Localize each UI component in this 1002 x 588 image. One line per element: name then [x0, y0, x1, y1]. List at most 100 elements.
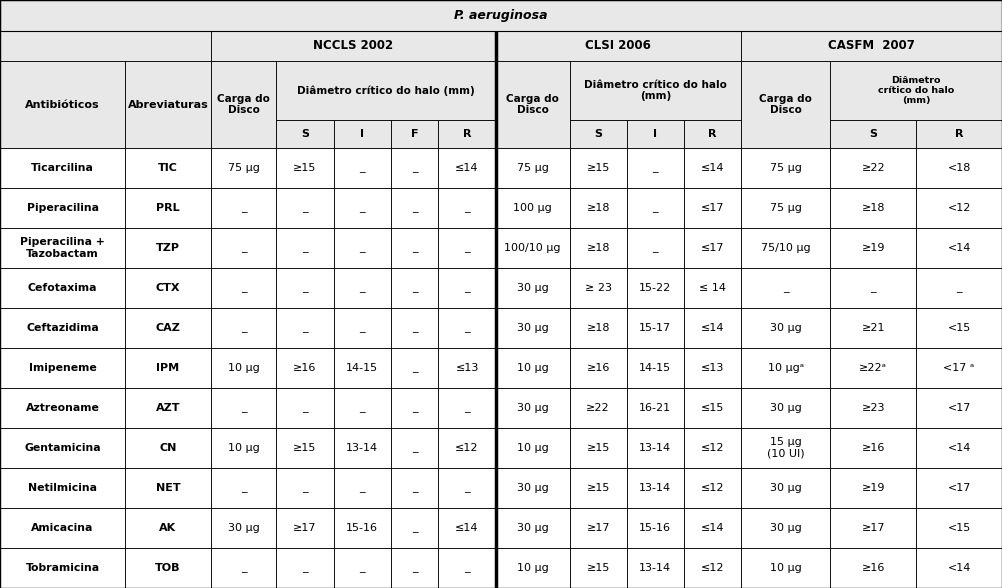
Bar — [831, 148, 916, 188]
Bar — [0, 428, 125, 468]
Bar — [391, 188, 439, 228]
Bar — [569, 148, 626, 188]
Bar — [831, 268, 916, 308]
Text: Amicacina: Amicacina — [31, 523, 94, 533]
Text: _: _ — [464, 283, 470, 293]
Bar — [569, 120, 626, 148]
Bar — [626, 120, 684, 148]
Bar — [125, 388, 210, 428]
Bar — [916, 188, 1002, 228]
Text: Gentamicina: Gentamicina — [24, 443, 101, 453]
Text: 30 μg: 30 μg — [517, 483, 548, 493]
Bar — [439, 508, 496, 548]
Text: 10 μg: 10 μg — [770, 563, 802, 573]
Bar — [626, 508, 684, 548]
Bar — [0, 0, 1002, 31]
Bar — [916, 548, 1002, 588]
Text: _: _ — [464, 323, 470, 333]
Bar — [125, 268, 210, 308]
Bar — [125, 428, 210, 468]
Bar — [496, 388, 569, 428]
Bar — [916, 308, 1002, 348]
Bar — [334, 120, 391, 148]
Text: ≥15: ≥15 — [586, 563, 610, 573]
Bar — [439, 228, 496, 268]
Bar — [439, 228, 496, 268]
Bar — [496, 188, 569, 228]
Text: <15: <15 — [948, 323, 971, 333]
Bar — [684, 268, 741, 308]
Text: _: _ — [360, 323, 365, 333]
Text: 75/10 μg: 75/10 μg — [761, 243, 811, 253]
Bar — [125, 228, 210, 268]
Text: ≥16: ≥16 — [294, 363, 317, 373]
Text: Ceftazidima: Ceftazidima — [26, 323, 99, 333]
Text: ≥22: ≥22 — [862, 163, 885, 173]
Text: 10 μg: 10 μg — [517, 563, 548, 573]
Text: _: _ — [412, 323, 418, 333]
Bar — [496, 228, 569, 268]
Bar — [439, 548, 496, 588]
Text: 14-15: 14-15 — [639, 363, 671, 373]
Bar — [916, 508, 1002, 548]
Text: I: I — [360, 129, 364, 139]
Bar — [277, 348, 334, 388]
Bar — [334, 468, 391, 508]
Bar — [496, 428, 569, 468]
Bar — [210, 508, 277, 548]
Bar — [916, 228, 1002, 268]
Bar — [496, 548, 569, 588]
Text: 10 μg: 10 μg — [227, 363, 260, 373]
Bar — [439, 308, 496, 348]
Bar — [391, 308, 439, 348]
Text: _: _ — [871, 283, 876, 293]
Bar — [916, 388, 1002, 428]
Text: ≤12: ≤12 — [700, 483, 724, 493]
Bar — [0, 31, 210, 61]
Bar — [496, 148, 569, 188]
Bar — [210, 308, 277, 348]
Bar — [210, 468, 277, 508]
Text: <17: <17 — [948, 483, 971, 493]
Bar — [125, 61, 210, 148]
Bar — [334, 120, 391, 148]
Bar — [831, 188, 916, 228]
Bar — [391, 268, 439, 308]
Bar — [496, 348, 569, 388]
Text: ≥15: ≥15 — [586, 163, 610, 173]
Bar — [496, 268, 569, 308]
Bar — [125, 348, 210, 388]
Bar — [277, 188, 334, 228]
Bar — [391, 348, 439, 388]
Bar — [391, 428, 439, 468]
Bar — [831, 61, 1002, 120]
Text: _: _ — [412, 403, 418, 413]
Bar — [741, 61, 831, 148]
Bar — [334, 228, 391, 268]
Bar — [439, 468, 496, 508]
Text: _: _ — [360, 203, 365, 213]
Bar — [391, 188, 439, 228]
Bar — [684, 468, 741, 508]
Bar — [626, 468, 684, 508]
Bar — [210, 388, 277, 428]
Bar — [626, 188, 684, 228]
Bar — [496, 548, 569, 588]
Bar — [916, 268, 1002, 308]
Bar — [496, 148, 569, 188]
Bar — [741, 548, 831, 588]
Bar — [0, 148, 125, 188]
Text: 14-15: 14-15 — [346, 363, 379, 373]
Text: NCCLS 2002: NCCLS 2002 — [314, 39, 394, 52]
Bar — [391, 228, 439, 268]
Bar — [831, 548, 916, 588]
Bar — [277, 508, 334, 548]
Bar — [684, 348, 741, 388]
Bar — [831, 61, 1002, 120]
Bar — [210, 31, 496, 61]
Bar — [741, 148, 831, 188]
Bar — [125, 148, 210, 188]
Bar — [439, 348, 496, 388]
Text: Carga do
Disco: Carga do Disco — [760, 94, 813, 115]
Bar — [334, 268, 391, 308]
